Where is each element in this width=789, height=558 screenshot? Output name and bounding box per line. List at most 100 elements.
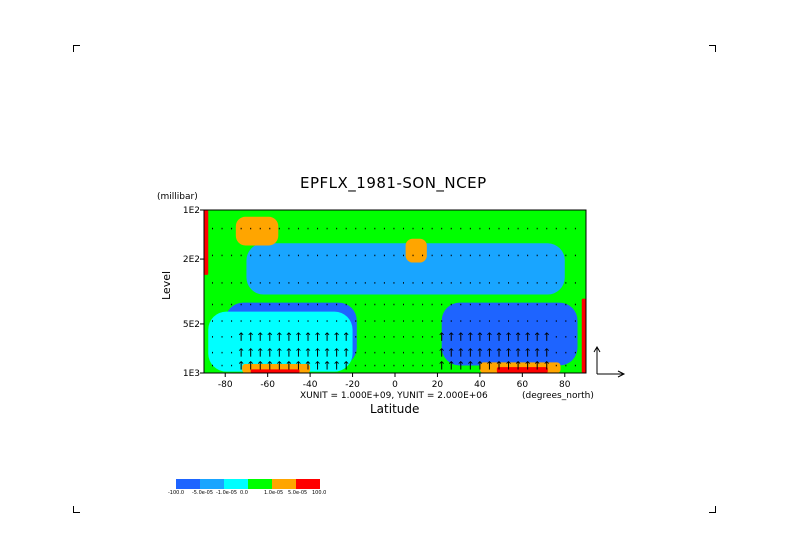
colorbar-label-5: 5.0e-05 [288,490,308,496]
flux-vector-r7-31 [458,360,464,370]
reference-vector-vertical-head [593,346,601,353]
heatmap-region-4 [208,311,353,372]
y-units-label: (millibar) [157,192,198,202]
colorbar-cell-5 [296,479,320,489]
flux-vector-r7--23 [343,360,349,370]
flux-vector-r6-67 [534,348,540,357]
colorbar [176,479,320,489]
vector-unit-note: XUNIT = 1.000E+09, YUNIT = 2.000E+06 [300,391,488,401]
flux-vector-r7--63 [257,360,263,370]
flux-vector-r5-36 [468,332,473,341]
flux-vector-r6-31 [458,348,464,357]
flux-vector-r7--32 [324,360,330,370]
colorbar-cell-3 [248,479,272,489]
flux-vector-r5--45 [296,332,301,341]
flux-vector-r7--36 [315,360,320,370]
heatmap-region-6 [405,238,427,263]
heatmap-region-11 [204,210,209,275]
colorbar-cell-4 [272,479,296,489]
flux-vector-r7-63 [525,360,530,370]
flux-vector-r5--63 [257,332,263,341]
flux-vector-r5-22 [439,332,444,341]
x-tick-label: 0 [392,380,398,390]
flux-vector-r7-36 [468,360,473,370]
flux-vector-r5-40 [477,332,483,341]
flux-vector-r6--68 [248,348,253,357]
flux-vector-r7--41 [305,360,311,370]
flux-vector-r6--50 [286,348,292,357]
flux-vector-r6-27 [448,348,454,357]
colorbar-label-6: 100.0 [312,490,327,496]
x-tick-label: 80 [559,380,571,390]
flux-vector-r7--68 [248,360,253,370]
flux-vector-r5-72 [544,332,550,341]
chart-title: EPFLX_1981-SON_NCEP [300,174,487,192]
flux-vector-r6-58 [515,348,521,357]
flux-vector-r6--27 [334,348,339,357]
flux-vector-r6--36 [315,348,320,357]
flux-vector-r5-67 [534,332,540,341]
flux-vector-r6-36 [468,348,473,357]
colorbar-cell-2 [224,479,248,489]
flux-vector-r7--45 [296,360,301,370]
heatmap-region-5 [235,216,279,246]
flux-vector-r6--23 [343,348,349,357]
colorbar-cell-0 [176,479,200,489]
flux-vector-r6--32 [324,348,330,357]
flux-vector-r5--32 [324,332,330,341]
flux-vector-r7-27 [448,360,454,370]
flux-vector-r7-22 [439,360,444,370]
corner-mark-bottom-right [709,506,716,513]
y-tick-label: 5E2 [183,320,200,330]
flux-vector-r7--54 [277,360,282,370]
flux-vector-r7-45 [487,360,492,370]
flux-vector-r7-67 [534,360,540,370]
reference-vector-horizontal-head [617,370,626,378]
flux-vector-r5-27 [448,332,454,341]
colorbar-cell-1 [200,479,224,489]
flux-vector-r6--41 [305,348,311,357]
x-tick-label: -60 [260,380,275,390]
x-tick-label: -40 [303,380,318,390]
flux-vector-r7-40 [477,360,483,370]
flux-vector-r6-49 [496,348,502,357]
y-tick-label: 1E2 [183,206,200,216]
heatmap-region-10 [496,367,548,373]
flux-vector-r7--59 [267,360,273,370]
flux-vector-r5--36 [315,332,320,341]
y-tick-label: 1E3 [183,369,200,379]
flux-vector-r5-31 [458,332,464,341]
flux-vector-r6--59 [267,348,273,357]
flux-vector-r6-40 [477,348,483,357]
corner-mark-bottom-left [73,506,80,513]
flux-vector-r5--27 [334,332,339,341]
flux-vector-r6--63 [257,348,263,357]
colorbar-label-2: -1.0e-05 [216,490,237,496]
heatmap-region-1 [246,243,565,295]
flux-vector-r6-45 [487,348,492,357]
flux-vector-r6-63 [525,348,530,357]
x-tick-label: -20 [345,380,360,390]
colorbar-label-0: -100.0 [168,490,185,496]
x-tick-label: 60 [517,380,529,390]
flux-vector-r7-58 [515,360,521,370]
y-tick-label: 2E2 [183,255,200,265]
flux-vector-r5--50 [286,332,292,341]
flux-vector-r6--72 [238,348,244,357]
heatmap-region-8 [250,369,300,373]
x-tick-label: -80 [218,380,233,390]
flux-vector-r5-58 [515,332,521,341]
flux-vector-r5--54 [277,332,282,341]
flux-vector-r5-54 [506,332,511,341]
colorbar-label-3: 0.0 [240,490,248,496]
flux-vector-r6--54 [277,348,282,357]
corner-mark-top-left [73,45,80,52]
flux-vector-r7--27 [334,360,339,370]
corner-mark-top-right [709,45,716,52]
flux-vector-r7--72 [238,360,244,370]
flux-vector-r7-54 [506,360,511,370]
x-tick-label: 40 [474,380,486,390]
heatmap-region-12 [581,298,586,373]
x-tick-label: 20 [432,380,444,390]
